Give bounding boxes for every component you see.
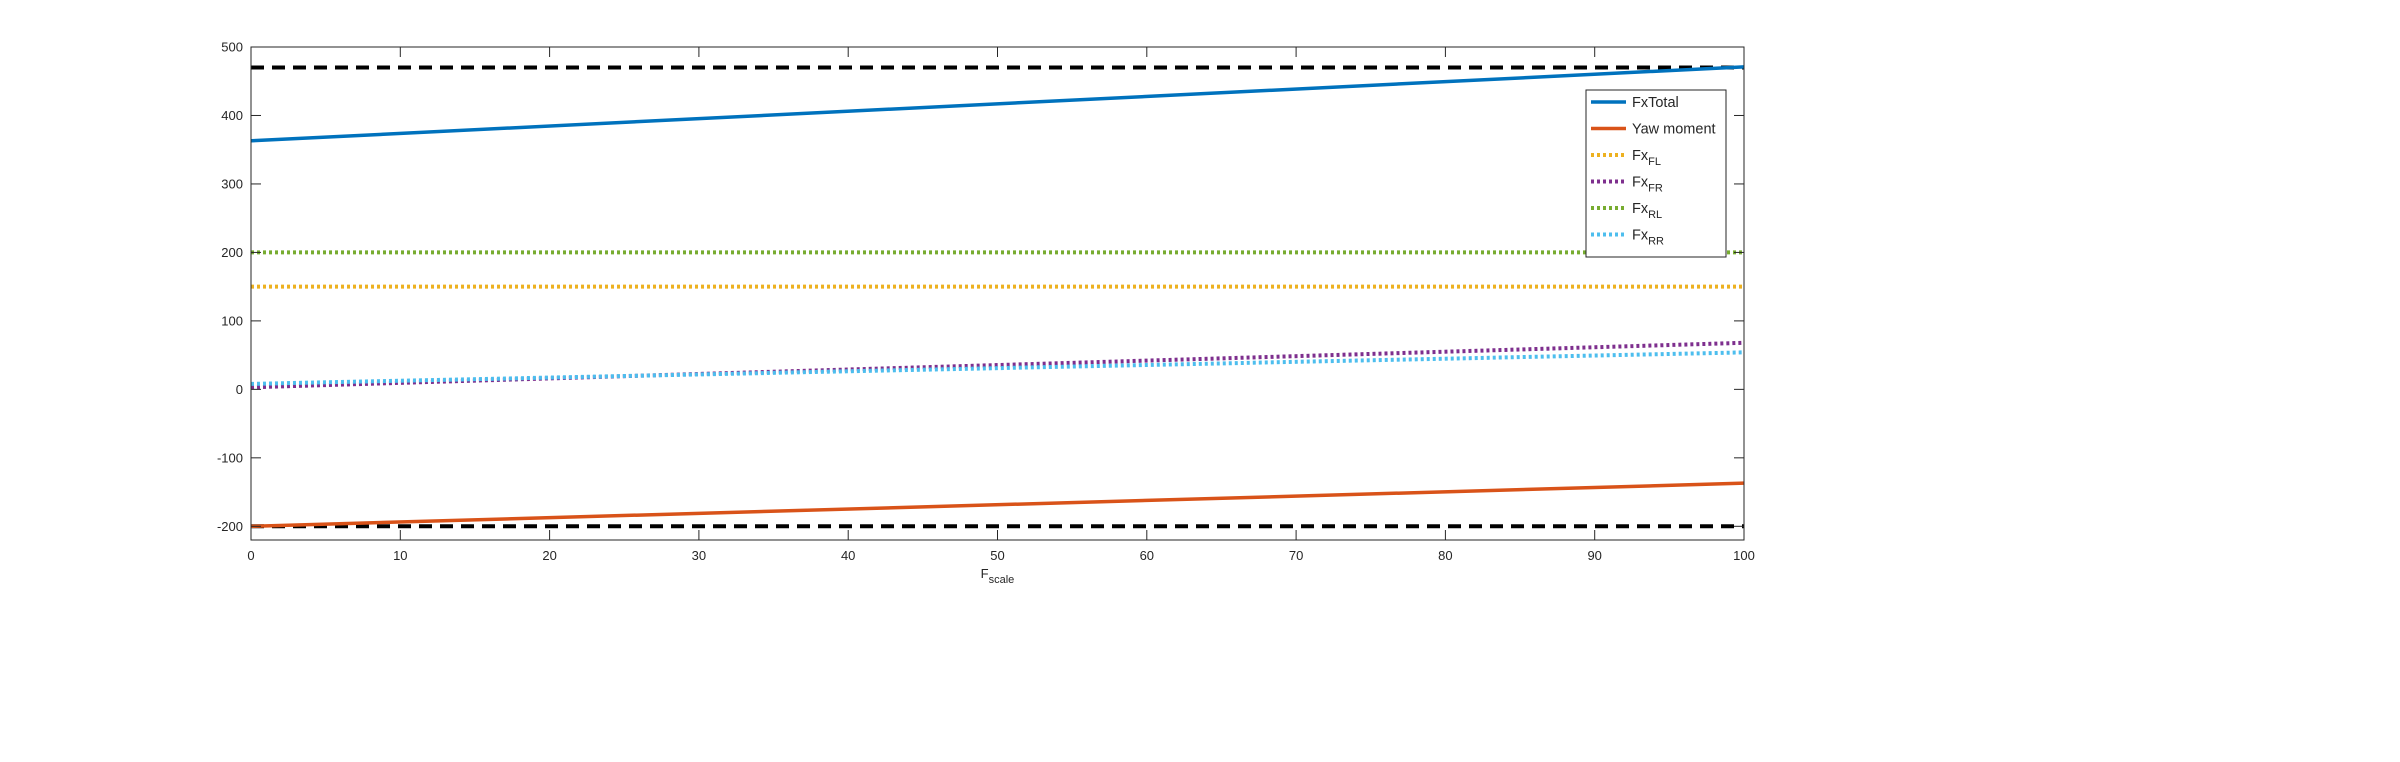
legend-label-subscript: FL	[1648, 156, 1661, 168]
legend-label-base: Yaw moment	[1632, 122, 1716, 138]
reference-lines-layer	[251, 65, 1744, 529]
x-tick-label: 40	[841, 548, 855, 563]
x-axis-label: Fscale	[981, 566, 1015, 586]
x-tick-label: 50	[990, 548, 1004, 563]
series-line-fxtotal	[250, 65, 1745, 143]
x-axis-label-base: F	[981, 566, 989, 581]
plot-frame	[250, 46, 1745, 541]
legend-label-subscript: FR	[1648, 183, 1663, 195]
legend-label-fxfr: FxFR	[1632, 175, 1663, 195]
legend-label-base: Fx	[1632, 148, 1649, 164]
legend-label-fxrr: FxRR	[1632, 228, 1664, 248]
x-tick-label: 80	[1438, 548, 1452, 563]
x-tick-label: 90	[1587, 548, 1601, 563]
y-tick-label: 400	[221, 108, 243, 123]
legend-label-subscript: RL	[1648, 209, 1662, 221]
y-tick-label: 200	[221, 245, 243, 260]
y-tick-label: 300	[221, 176, 243, 191]
x-tick-label: 100	[1733, 548, 1755, 563]
x-tick-label: 0	[247, 548, 254, 563]
legend-label-subscript: RR	[1648, 236, 1664, 248]
series-line-fxrr	[250, 350, 1745, 386]
legend-label-fxfl: FxFL	[1632, 148, 1661, 168]
x-tick-label: 20	[542, 548, 556, 563]
series-line-yaw-moment	[250, 481, 1745, 529]
axis-ticks-layer: 0 10 20 30 40 50 60 70 80 90 100 -200 -100 0 100 200 300…	[217, 40, 1755, 564]
legend-label-yaw-moment: Yaw moment	[1632, 122, 1716, 138]
legend-label-fxtotal: FxTotal	[1632, 95, 1679, 111]
y-tick-label: -200	[217, 519, 243, 534]
x-tick-label: 30	[692, 548, 706, 563]
legend-label-fxrl: FxRL	[1632, 201, 1662, 221]
y-tick-label: 500	[221, 40, 243, 55]
legend-label-base: Fx	[1632, 175, 1649, 191]
y-tick-label: 0	[236, 382, 243, 397]
legend-label-base: Fx	[1632, 201, 1649, 217]
x-tick-label: 10	[393, 548, 407, 563]
x-tick-label: 60	[1140, 548, 1154, 563]
y-tick-label: -100	[217, 450, 243, 465]
legend-box	[1585, 89, 1727, 258]
x-tick-label: 70	[1289, 548, 1303, 563]
legend-label-base: Fx	[1632, 228, 1649, 244]
y-tick-label: 100	[221, 313, 243, 328]
x-axis-label-subscript: scale	[989, 574, 1015, 586]
legend-label-base: FxTotal	[1632, 95, 1679, 111]
series-layer	[250, 65, 1745, 529]
